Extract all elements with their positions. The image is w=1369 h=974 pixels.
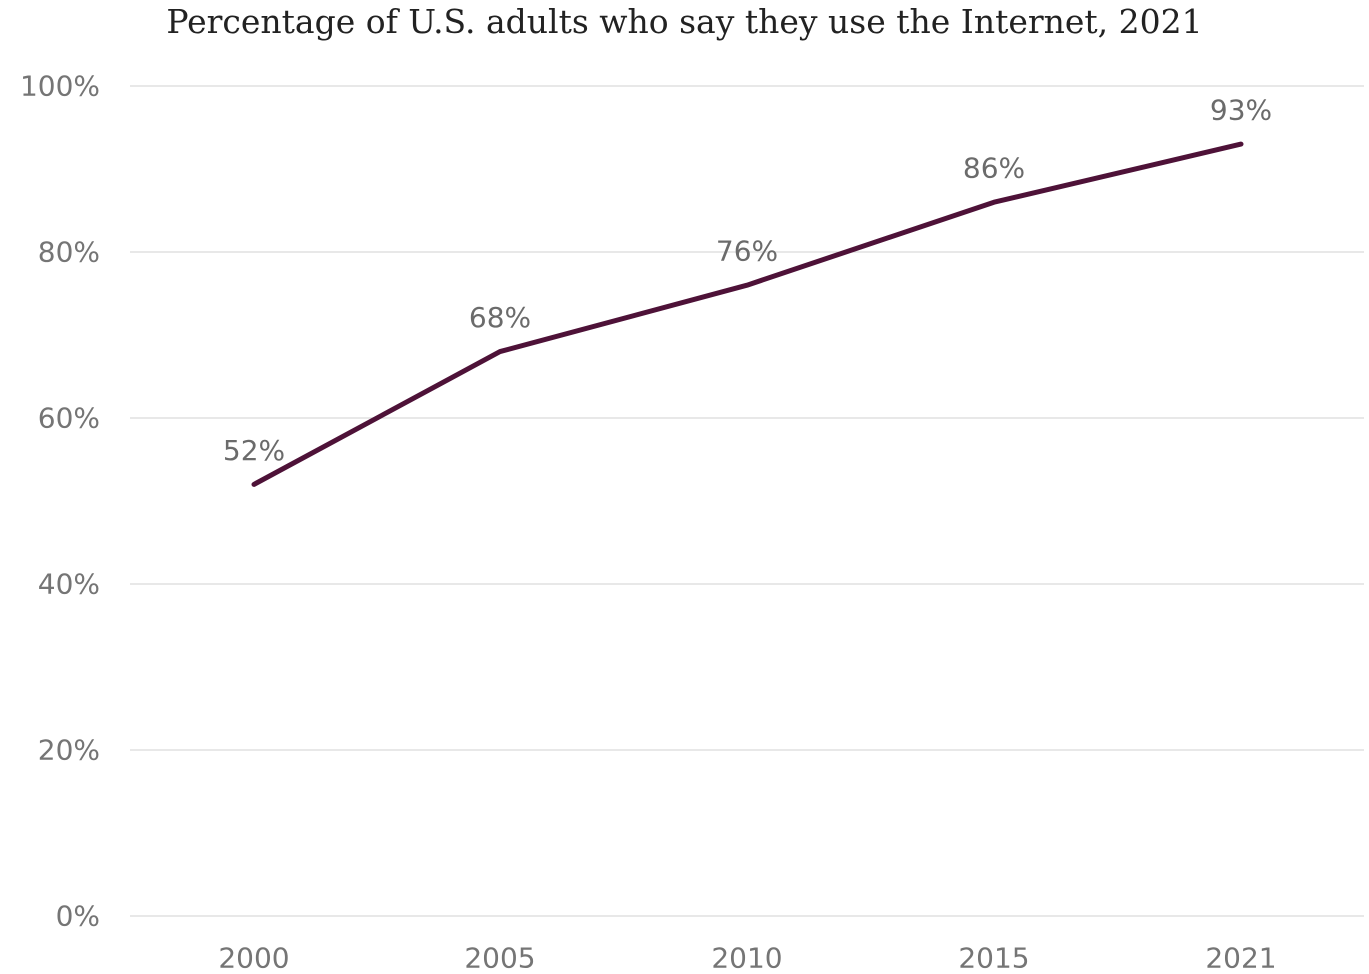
x-axis-tick-labels: 2000 2005 2010 2015 2021 [218, 942, 1276, 974]
x-tick-label: 2005 [464, 942, 535, 974]
data-label: 86% [963, 152, 1025, 185]
chart-title: Percentage of U.S. adults who say they u… [166, 2, 1203, 41]
data-label: 93% [1210, 94, 1272, 127]
y-axis-tick-labels: 0% 20% 40% 60% 80% 100% [20, 70, 100, 933]
x-tick-label: 2000 [218, 942, 289, 974]
data-label: 68% [469, 301, 531, 334]
y-tick-label: 20% [38, 734, 100, 767]
data-label: 76% [716, 235, 778, 268]
y-tick-label: 60% [38, 402, 100, 435]
x-tick-label: 2010 [711, 942, 782, 974]
gridlines [130, 85, 1364, 917]
y-tick-label: 80% [38, 236, 100, 269]
series-line [251, 141, 1244, 487]
data-label: 52% [223, 434, 285, 467]
x-tick-label: 2021 [1205, 942, 1276, 974]
y-tick-label: 0% [56, 900, 100, 933]
y-tick-label: 100% [20, 70, 100, 103]
data-labels: 52% 68% 76% 86% 93% [223, 94, 1272, 467]
y-tick-label: 40% [38, 568, 100, 601]
series-layer [251, 141, 1244, 487]
x-tick-label: 2015 [958, 942, 1029, 974]
